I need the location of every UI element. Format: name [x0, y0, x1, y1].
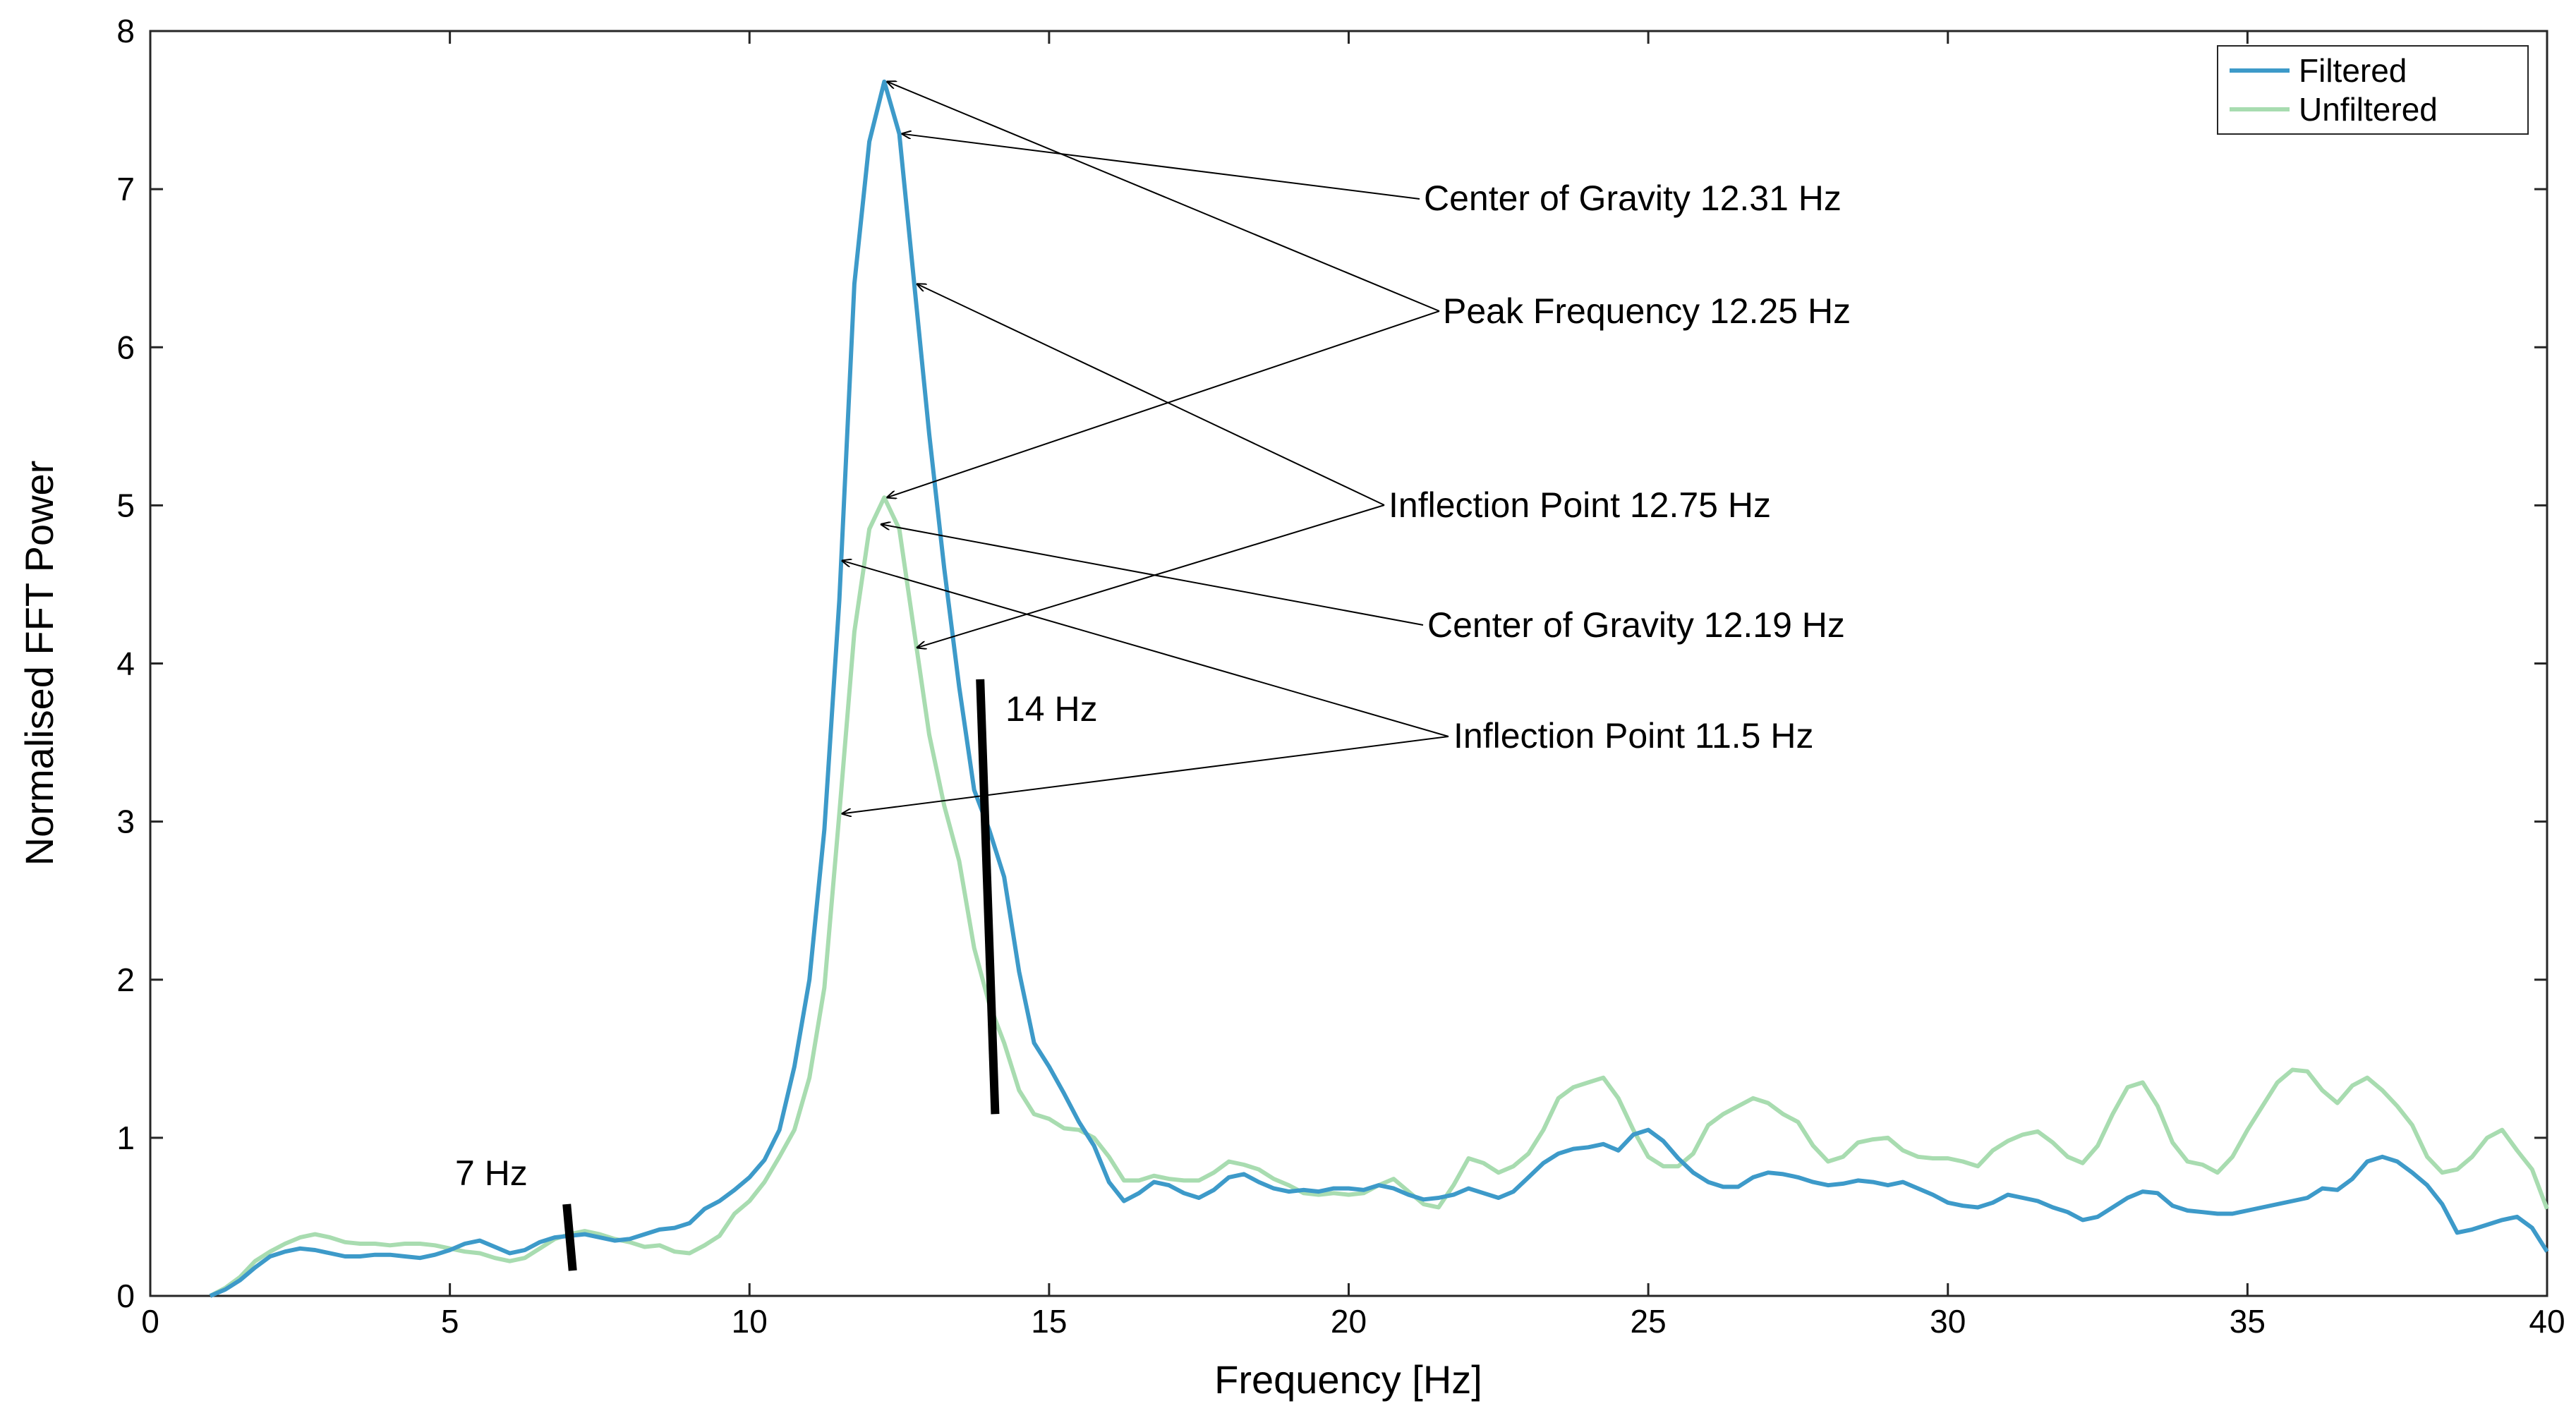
y-tick-label: 0	[116, 1278, 135, 1314]
x-tick-label: 20	[1331, 1303, 1367, 1340]
annotation-label: Center of Gravity 12.19 Hz	[1427, 605, 1845, 645]
legend-label-unfiltered: Unfiltered	[2299, 91, 2438, 128]
series-line-filtered	[209, 79, 2549, 1298]
x-tick-label: 35	[2230, 1303, 2266, 1340]
x-tick-label: 0	[141, 1303, 159, 1340]
y-axis-title: Normalised FFT Power	[17, 461, 61, 866]
x-tick-label: 30	[1930, 1303, 1966, 1340]
annotation-label: Inflection Point 12.75 Hz	[1389, 485, 1771, 525]
annotation-label: Inflection Point 11.5 Hz	[1453, 716, 1813, 756]
annotation-arrow	[917, 504, 1385, 648]
annotations: Center of Gravity 12.31 Hz Peak Frequency…	[842, 82, 1851, 814]
annotation-arrow	[842, 736, 1449, 813]
y-tick-label: 8	[116, 13, 135, 49]
y-tick-label: 6	[116, 329, 135, 365]
annotation-arrow	[887, 310, 1440, 497]
marker-line-7-hz	[562, 1203, 577, 1271]
y-tick-label: 2	[116, 962, 135, 998]
x-tick-label: 10	[732, 1303, 768, 1340]
y-tick-label: 4	[116, 645, 135, 682]
axis-ticks: 0 5 10 15 20 25 30 35 40 0 1 2 3 4 5 6 7 8	[116, 13, 2565, 1340]
annotation-arrow	[842, 561, 1449, 737]
x-tick-label: 5	[441, 1303, 459, 1340]
y-tick-label: 3	[116, 804, 135, 840]
annotation-arrow	[902, 134, 1420, 200]
legend-box	[2217, 45, 2529, 135]
x-tick-label: 15	[1031, 1303, 1067, 1340]
data-series	[209, 79, 2549, 1298]
legend-label-filtered: Filtered	[2299, 52, 2407, 89]
x-axis-title: Frequency [Hz]	[1214, 1357, 1482, 1402]
marker-label: 7 Hz	[455, 1153, 528, 1193]
marker-line-14-hz	[976, 679, 1000, 1115]
y-tick-label: 7	[116, 171, 135, 207]
marker-label: 14 Hz	[1005, 689, 1098, 729]
plot-area	[149, 30, 2548, 1297]
x-tick-label: 25	[1631, 1303, 1667, 1340]
annotation-label: Peak Frequency 12.25 Hz	[1443, 291, 1851, 331]
annotation-arrow	[881, 524, 1424, 626]
marker-lines: 7 Hz 14 Hz	[455, 679, 1098, 1271]
annotation-arrow	[887, 82, 1440, 312]
annotation-label: Center of Gravity 12.31 Hz	[1424, 178, 1842, 218]
annotation-arrow	[917, 284, 1385, 506]
y-tick-label: 5	[116, 487, 135, 523]
x-tick-label: 40	[2529, 1303, 2565, 1340]
y-tick-label: 1	[116, 1120, 135, 1156]
